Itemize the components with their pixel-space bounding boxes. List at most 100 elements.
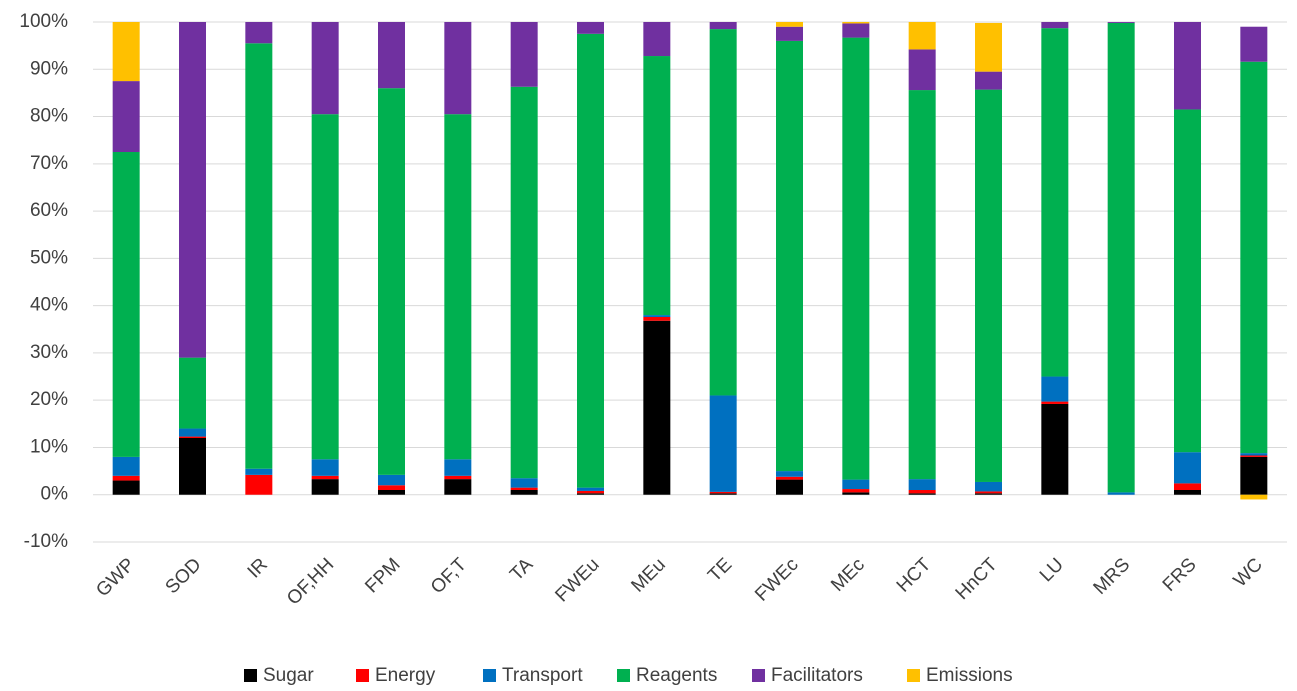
x-tick-label: MEu <box>627 554 669 596</box>
legend-swatch <box>907 669 920 682</box>
bar-segment <box>975 22 1002 72</box>
legend-swatch <box>483 669 496 682</box>
bar-segment <box>245 22 273 44</box>
bar-segment <box>1240 26 1268 62</box>
bar-segment <box>311 475 339 480</box>
bar-segment <box>444 22 472 115</box>
bar-segment <box>1240 453 1268 456</box>
bar-segment <box>1107 22 1135 23</box>
legend-label: Transport <box>502 665 583 686</box>
bar-segment <box>908 490 936 494</box>
y-tick-label: 20% <box>30 389 68 410</box>
bar-segment <box>908 49 936 91</box>
bar-segment <box>1240 456 1268 495</box>
bar-segment <box>842 489 870 493</box>
bar-segment <box>245 468 273 475</box>
bar-segment <box>709 22 737 30</box>
x-tick-label: FRS <box>1159 554 1201 596</box>
y-tick-label: 100% <box>19 11 68 32</box>
bar-segment <box>975 89 1002 482</box>
bar-segment <box>643 22 671 57</box>
bar-segment <box>1041 401 1069 404</box>
x-tick-label: MEc <box>827 554 869 596</box>
y-tick-label: 0% <box>41 484 69 505</box>
bar-segment <box>842 479 870 490</box>
bar-segment <box>709 493 737 495</box>
x-tick-label: TA <box>506 554 537 585</box>
legend-label: Reagents <box>636 665 717 686</box>
bar-segment <box>842 23 870 38</box>
bar-segment <box>908 479 936 490</box>
y-tick-label: -10% <box>24 531 68 552</box>
bar-segment <box>709 491 737 494</box>
x-tick-label: HnCT <box>952 554 1002 604</box>
bar-segment <box>378 474 405 486</box>
bar-segment <box>1174 483 1201 490</box>
x-tick-label: LU <box>1036 554 1068 586</box>
bar-segment <box>112 152 140 457</box>
bar-segment <box>444 459 472 476</box>
x-tick-label: FWEu <box>551 554 603 606</box>
bar-segment <box>510 478 538 488</box>
bar-segment <box>510 22 538 87</box>
bar-segment <box>245 43 273 469</box>
bar-segment <box>1240 455 1268 457</box>
bar-segment <box>776 26 803 41</box>
bar-segment <box>1174 109 1201 453</box>
bar-segment <box>776 40 803 472</box>
x-tick-label: WC <box>1230 554 1267 591</box>
bar-segment <box>378 22 405 89</box>
bar-segment <box>179 436 206 438</box>
bar-segment <box>510 490 538 495</box>
bar-segment <box>975 491 1002 494</box>
bar-segment <box>179 357 206 429</box>
x-tick-label: GWP <box>92 554 139 601</box>
bar-segment <box>908 90 936 480</box>
x-tick-label: FPM <box>361 554 404 597</box>
bar-segment <box>643 56 671 316</box>
bar-segment <box>510 86 538 479</box>
legend-label: Energy <box>375 665 436 686</box>
bar-segment <box>975 493 1002 495</box>
bar-segment <box>776 479 803 495</box>
bar-segment <box>311 459 339 476</box>
legend-swatch <box>356 669 369 682</box>
bar-segment <box>1041 22 1069 29</box>
bar-segment <box>975 71 1002 90</box>
bar-segment <box>311 114 339 460</box>
bar-segment <box>179 428 206 437</box>
legend-swatch <box>617 669 630 682</box>
bar-segment <box>1041 376 1069 402</box>
x-tick-label: OF,HH <box>283 554 338 609</box>
bar-segment <box>179 438 206 495</box>
bar-segment <box>577 22 604 34</box>
bar-segment <box>643 316 671 321</box>
bar-segment <box>908 493 936 495</box>
y-tick-label: 90% <box>30 58 68 79</box>
bar-segment <box>444 479 472 495</box>
bar-segment <box>311 479 339 495</box>
x-tick-label: OF,T <box>427 554 471 598</box>
y-tick-label: 10% <box>30 436 68 457</box>
bar-segment <box>1107 22 1135 493</box>
bar-segment <box>643 315 671 317</box>
bar-segment <box>842 37 870 480</box>
bar-segment <box>776 476 803 480</box>
x-tick-label: HCT <box>893 554 936 597</box>
legend-label: Emissions <box>926 665 1013 686</box>
bar-segment <box>1240 494 1268 500</box>
bar-segment <box>577 33 604 488</box>
bar-segment <box>577 490 604 494</box>
legend-swatch <box>752 669 765 682</box>
x-tick-label: MRS <box>1090 554 1135 599</box>
y-tick-label: 80% <box>30 106 68 127</box>
bar-segment <box>378 490 405 495</box>
bar-segment <box>378 88 405 475</box>
legend-label: Facilitators <box>771 665 863 686</box>
bar-segment <box>444 114 472 460</box>
bar-segment <box>1041 403 1069 495</box>
bar-segment <box>1174 490 1201 495</box>
bar-segment <box>1107 492 1135 495</box>
bar-segment <box>378 485 405 490</box>
